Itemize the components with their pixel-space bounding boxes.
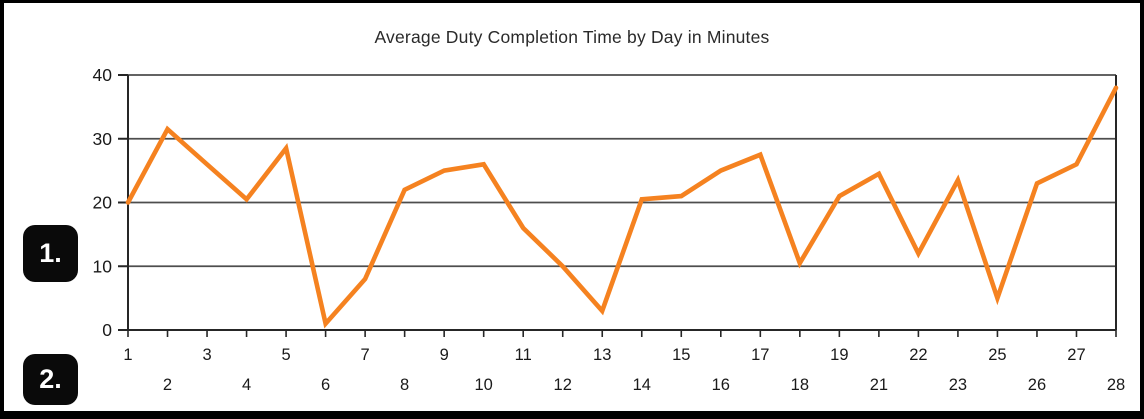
x-axis-label: 27 (1067, 346, 1085, 364)
x-axis-label: 10 (475, 376, 493, 394)
step-2-badge: 2. (23, 354, 78, 405)
x-axis-label: 14 (633, 376, 651, 394)
x-axis-label: 22 (909, 346, 927, 364)
x-axis-label: 28 (1107, 376, 1125, 394)
duty-completion-time-line (125, 85, 1119, 329)
x-axis-label: 8 (400, 376, 409, 394)
x-axis-label: 18 (791, 376, 809, 394)
x-axis-label: 11 (515, 346, 532, 364)
y-axis-label: 30 (93, 129, 113, 149)
x-axis-label: 19 (830, 346, 848, 364)
y-axis-label: 10 (93, 256, 113, 276)
y-axis-label: 20 (93, 193, 113, 213)
x-axis-label: 16 (712, 376, 730, 394)
x-axis-label: 6 (321, 376, 330, 394)
x-axis-label: 15 (672, 346, 690, 364)
y-axis-label: 0 (102, 320, 112, 340)
x-axis-label: 17 (751, 346, 769, 364)
x-axis-label: 3 (202, 346, 211, 364)
chart-title: Average Duty Completion Time by Day in M… (374, 27, 770, 47)
y-axis-label: 40 (93, 65, 113, 85)
x-axis-label: 21 (870, 376, 888, 394)
x-axis-label: 12 (554, 376, 572, 394)
x-axis-label: 2 (163, 376, 172, 394)
step-1-badge: 1. (23, 225, 78, 282)
x-axis-label: 13 (593, 346, 611, 364)
x-axis-label: 5 (281, 346, 290, 364)
x-axis-label: 7 (361, 346, 370, 364)
x-axis-label: 1 (123, 346, 132, 364)
x-axis-label: 4 (242, 376, 251, 394)
x-axis-label: 23 (949, 376, 967, 394)
x-axis-label: 26 (1028, 376, 1046, 394)
x-axis-label: 25 (988, 346, 1006, 364)
x-axis-label: 9 (440, 346, 449, 364)
